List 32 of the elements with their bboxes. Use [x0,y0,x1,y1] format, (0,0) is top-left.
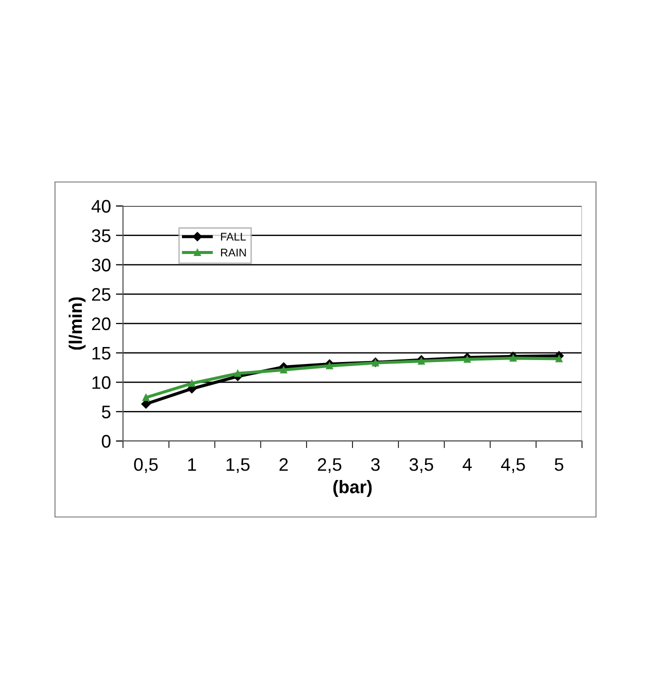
x-tick-label: 3,5 [409,458,434,474]
x-axis-title: (bar) [333,480,372,497]
y-tick-label: 40 [92,200,110,213]
y-tick-label: 30 [92,258,110,272]
x-tick-label: 2 [280,458,288,471]
y-tick-label: 20 [92,317,110,330]
y-tick-label: 35 [92,229,110,242]
point [464,356,471,363]
y-tick-label: 10 [92,376,110,389]
x-tick-label: 5 [554,458,564,471]
point [418,358,425,365]
point [188,380,196,387]
point [234,370,242,377]
point [510,354,517,362]
point [556,355,563,362]
x-tick-label: 0,5 [134,458,158,474]
x-tick-label: 3 [371,458,380,471]
legend-label: FALL [221,232,246,240]
x-tick-label: 4 [462,458,472,471]
y-axis-title: (l/min) [68,297,86,350]
x-tick-label: 1 [188,458,196,471]
legend-label: RAIN [221,248,246,256]
y-tick-label: 15 [92,346,110,360]
x-tick-label: 1,5 [226,458,250,474]
point [326,362,334,370]
x-tick-label: 4,5 [501,458,525,474]
point [280,366,288,374]
point [142,394,150,401]
y-tick-label: 25 [92,288,110,301]
y-tick-label: 0 [102,434,110,448]
y-tick-label: 5 [102,406,110,418]
x-tick-label: 2,5 [318,458,342,474]
